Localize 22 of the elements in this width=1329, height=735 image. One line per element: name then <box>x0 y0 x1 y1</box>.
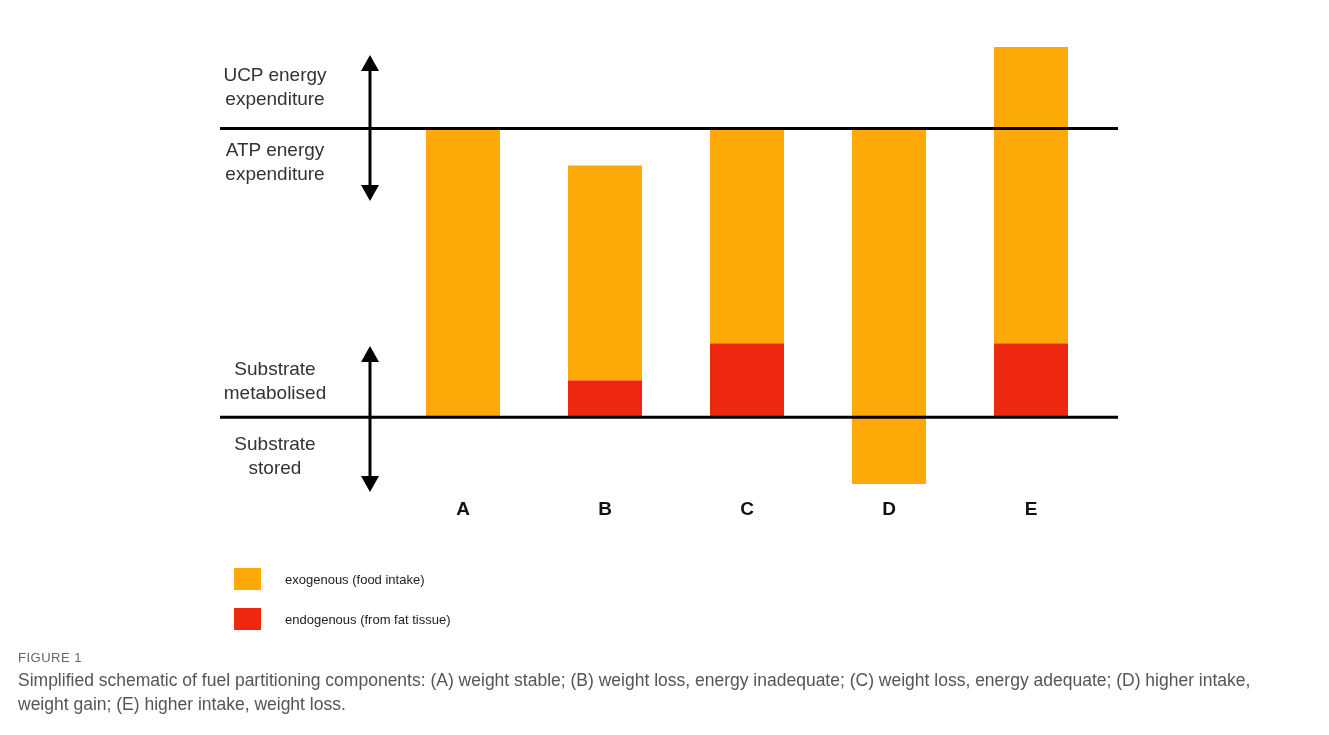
bar <box>568 380 642 418</box>
bar <box>426 128 500 418</box>
bar <box>994 343 1068 418</box>
text: UCP energy expenditure <box>222 63 328 111</box>
x-tick-label: A <box>456 498 471 520</box>
text: ATP energy expenditure <box>224 138 326 186</box>
bar <box>994 47 1068 344</box>
text: Substrate metabolised <box>222 357 328 405</box>
bar <box>710 343 784 418</box>
bar <box>710 128 784 344</box>
bar <box>852 128 926 418</box>
x-tick-label: D <box>882 498 896 520</box>
legend-label: exogenous (food intake) <box>285 571 425 587</box>
bar <box>852 417 926 484</box>
bar <box>568 165 642 381</box>
x-tick-label: B <box>598 498 612 520</box>
text: Simplified schematic of fuel partitioning components: (A) weight stable; (B) weight loss, energy inadequate; (C) weight loss, energy adequate; (D) higher intake, weight gain; (E) higher intake, weight loss. <box>18 669 1252 716</box>
caption: FIGURE 1 <box>18 650 82 665</box>
text: Substrate stored <box>233 432 317 480</box>
x-tick-label: C <box>740 498 755 520</box>
legend-label: endogenous (from fat tissue) <box>285 611 451 627</box>
x-tick-label: E <box>1024 498 1038 520</box>
